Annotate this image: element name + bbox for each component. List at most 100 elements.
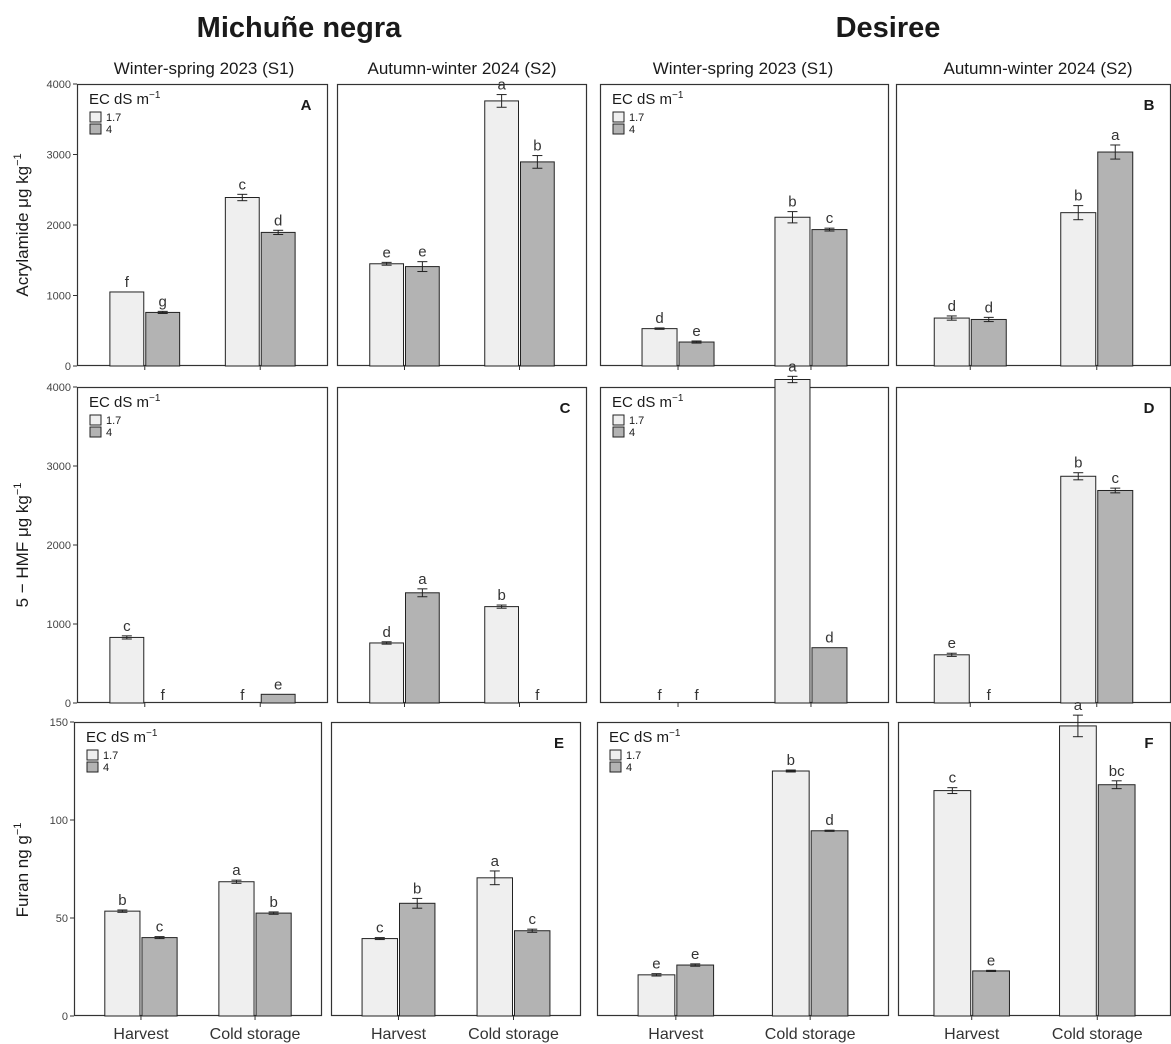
bar bbox=[218, 881, 255, 1017]
significance-letter: d bbox=[382, 624, 390, 641]
bar bbox=[637, 974, 676, 1017]
legend-swatch bbox=[609, 749, 622, 761]
legend-title: EC dS m−1 bbox=[609, 728, 681, 746]
bar bbox=[260, 231, 296, 367]
panel-label: D bbox=[1144, 400, 1155, 417]
x-tick-label: Cold storage bbox=[765, 1026, 856, 1043]
significance-letter: b bbox=[269, 894, 277, 911]
legend-swatch bbox=[86, 749, 99, 761]
panel-label: E bbox=[554, 735, 564, 752]
legend-swatch bbox=[612, 111, 625, 123]
significance-letter: d bbox=[948, 298, 956, 315]
panel-1: 0 1000 2000 3000 4000 f g c d A EC dS m−1 1.74 bbox=[47, 79, 329, 373]
y-tick-label: 4000 bbox=[47, 382, 71, 394]
bar bbox=[1059, 725, 1097, 1017]
y-tick-label: 3000 bbox=[47, 461, 71, 473]
significance-letter: e bbox=[382, 244, 390, 261]
significance-letter: b bbox=[1074, 188, 1082, 205]
significance-letter: a bbox=[418, 571, 427, 588]
bar bbox=[1097, 151, 1134, 367]
cultivar-title-michune-negra: Michuñe negra bbox=[197, 12, 403, 44]
significance-letter: f bbox=[161, 687, 166, 704]
bar bbox=[1060, 212, 1097, 367]
significance-letter: c bbox=[1112, 470, 1120, 487]
significance-letter: b bbox=[497, 587, 505, 604]
significance-letter: c bbox=[949, 770, 957, 787]
legend-swatch bbox=[89, 414, 102, 426]
bar bbox=[476, 877, 513, 1017]
season-label-s2-desiree: Autumn-winter 2024 (S2) bbox=[944, 59, 1133, 78]
legend-swatch bbox=[89, 426, 102, 438]
y-tick-label: 0 bbox=[62, 1011, 68, 1023]
bar bbox=[224, 197, 260, 367]
y-tick-label: 4000 bbox=[47, 79, 71, 91]
panel-12: Harvest c e Cold storage a bc F bbox=[897, 697, 1171, 1043]
panel-2: e e a b bbox=[336, 77, 588, 370]
significance-letter: g bbox=[159, 293, 167, 310]
bar bbox=[369, 263, 404, 367]
season-label-s2-michune: Autumn-winter 2024 (S2) bbox=[368, 59, 557, 78]
significance-letter: b bbox=[1074, 455, 1082, 472]
significance-letter: c bbox=[156, 919, 164, 936]
bar bbox=[811, 229, 848, 367]
bar bbox=[933, 654, 970, 704]
significance-letter: c bbox=[123, 618, 131, 635]
panel-4: d d b a B bbox=[895, 83, 1171, 370]
panel-8: e f b c D bbox=[895, 386, 1171, 707]
season-label-s1-desiree: Winter-spring 2023 (S1) bbox=[653, 59, 833, 78]
legend-item-label: 4 bbox=[106, 124, 112, 136]
legend-item-label: 4 bbox=[103, 762, 109, 774]
bar bbox=[774, 378, 811, 704]
x-tick-label: Harvest bbox=[113, 1026, 169, 1043]
bar bbox=[514, 930, 551, 1017]
significance-letter: e bbox=[948, 635, 956, 652]
bar bbox=[678, 341, 715, 367]
bar bbox=[141, 937, 178, 1017]
bar bbox=[972, 970, 1010, 1017]
bar bbox=[405, 592, 440, 704]
significance-letter: f bbox=[657, 687, 662, 704]
panel-6: d a b f C bbox=[336, 386, 588, 707]
significance-letter: f bbox=[987, 687, 992, 704]
legend-item-label: 1.7 bbox=[103, 750, 118, 762]
bar bbox=[970, 318, 1007, 367]
legend-swatch bbox=[612, 426, 625, 438]
bar bbox=[1097, 784, 1136, 1017]
panel-label: C bbox=[560, 400, 571, 417]
y-tick-label: 1000 bbox=[47, 619, 71, 631]
x-tick-label: Harvest bbox=[648, 1026, 704, 1043]
legend-swatch bbox=[86, 761, 99, 773]
bar bbox=[104, 910, 141, 1017]
legend-swatch bbox=[89, 111, 102, 123]
significance-letter: d bbox=[825, 812, 833, 829]
bar bbox=[484, 606, 519, 704]
panel-11: Harvest e e Cold storage b d EC dS m−1 1.74 bbox=[596, 721, 890, 1043]
significance-letter: c bbox=[826, 210, 834, 227]
x-tick-label: Cold storage bbox=[468, 1026, 559, 1043]
y-axis-label-acrylamide: Acrylamide μg kg−1 bbox=[12, 153, 32, 296]
bar bbox=[260, 693, 296, 704]
legend-item-label: 4 bbox=[629, 427, 635, 439]
panel-5: 0 1000 2000 3000 4000 c f f e EC dS m−1 1.74 bbox=[47, 382, 329, 710]
panel-label: F bbox=[1144, 735, 1153, 752]
legend-item-label: 4 bbox=[626, 762, 632, 774]
panel-label: A bbox=[301, 97, 312, 114]
significance-letter: e bbox=[692, 323, 700, 340]
bar bbox=[933, 317, 970, 367]
significance-letter: a bbox=[491, 853, 500, 870]
bar bbox=[484, 100, 519, 367]
significance-letter: a bbox=[788, 358, 797, 375]
significance-letter: e bbox=[691, 946, 699, 963]
significance-letter: a bbox=[497, 77, 506, 94]
significance-letter: f bbox=[125, 274, 130, 291]
significance-letter: c bbox=[528, 911, 536, 928]
bar bbox=[145, 311, 181, 367]
significance-letter: f bbox=[535, 687, 540, 704]
y-tick-label: 150 bbox=[50, 717, 68, 729]
significance-letter: a bbox=[1074, 697, 1083, 714]
bar bbox=[933, 790, 972, 1017]
x-tick-label: Harvest bbox=[371, 1026, 427, 1043]
y-tick-label: 2000 bbox=[47, 220, 71, 232]
bar bbox=[676, 964, 715, 1017]
